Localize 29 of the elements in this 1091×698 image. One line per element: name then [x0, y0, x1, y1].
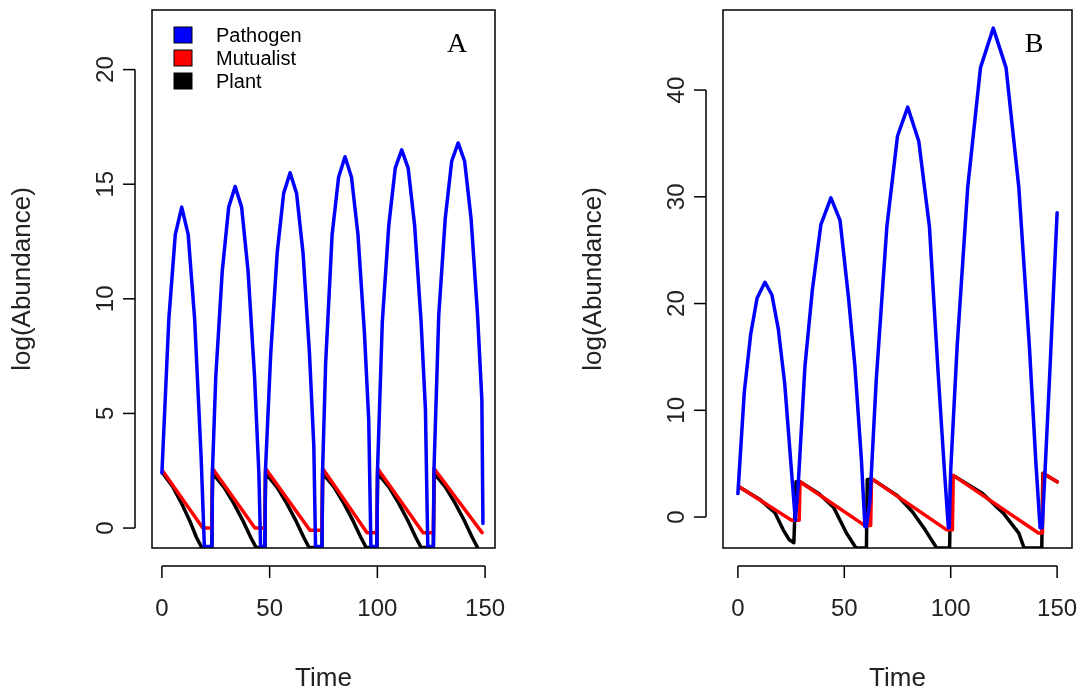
line-series: [736, 26, 1059, 530]
y-axis-title: log(Abundance): [577, 187, 607, 371]
y-tick-label: 10: [91, 285, 118, 313]
legend-label: Plant: [216, 70, 263, 92]
x-tick-label: 100: [357, 594, 398, 621]
x-tick-label: 0: [155, 594, 169, 621]
x-tick-label: 100: [930, 594, 971, 621]
y-axis-title: log(Abundance): [6, 187, 36, 371]
x-tick-label: 150: [465, 594, 506, 621]
annotation: A: [446, 27, 468, 58]
line-series: [160, 141, 485, 548]
y-tick-label: 0: [662, 510, 689, 524]
x-axis-title: Time: [295, 662, 352, 692]
x-tick-label: 50: [830, 594, 858, 621]
y-tick-label: 10: [662, 396, 689, 424]
legend-label: Pathogen: [216, 24, 302, 46]
x-axis-title: Time: [869, 662, 926, 692]
y-tick-label: 20: [662, 290, 689, 317]
y-tick-label: 20: [91, 56, 118, 83]
annotation: B: [1024, 27, 1044, 58]
legend-label: Mutualist: [216, 47, 297, 69]
y-tick-label: 5: [91, 406, 118, 421]
x-tick-label: 150: [1037, 594, 1078, 621]
y-tick-label: 15: [91, 170, 118, 198]
y-tick-label: 40: [662, 76, 689, 104]
y-tick-label: 30: [662, 183, 689, 211]
x-tick-label: 0: [731, 594, 745, 621]
y-tick-label: 0: [91, 521, 118, 535]
x-tick-label: 50: [256, 594, 283, 621]
